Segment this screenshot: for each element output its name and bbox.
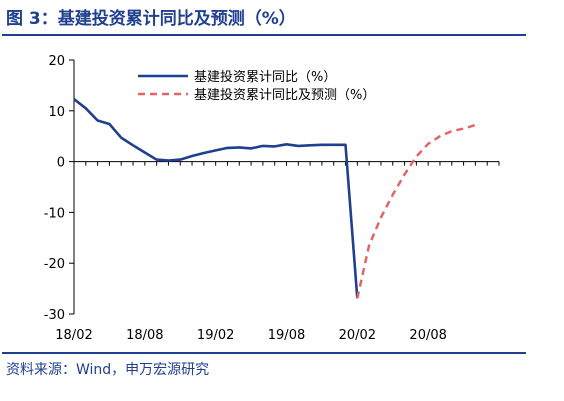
x-tick-label: 20/02 [339, 328, 376, 343]
source-rule [2, 352, 526, 354]
x-tick-label: 18/08 [126, 328, 163, 343]
y-tick-label: 0 [57, 156, 65, 171]
actual-series-line [73, 98, 359, 299]
x-tick-label: 19/08 [268, 328, 305, 343]
legend-label: 基建投资累计同比及预测（%） [194, 87, 375, 103]
forecast-series-line [356, 123, 476, 299]
y-tick-label: 10 [48, 105, 65, 120]
x-tick-label: 18/02 [55, 328, 92, 343]
figure-title: 图 3：基建投资累计同比及预测（%） [6, 9, 296, 29]
y-tick-label: 20 [48, 54, 65, 69]
chart-legend: 基建投资累计同比（%） 基建投资累计同比及预测（%） [138, 69, 375, 103]
y-tick-label: -30 [44, 308, 65, 323]
source-note: 资料来源：Wind，申万宏源研究 [6, 362, 210, 378]
legend-label: 基建投资累计同比（%） [194, 69, 336, 85]
title-rule [2, 34, 526, 36]
x-tick-label: 19/02 [197, 328, 234, 343]
y-tick-label: -20 [44, 257, 65, 272]
x-tick-label: 20/08 [409, 328, 446, 343]
chart-series [73, 98, 476, 299]
y-tick-label: -10 [44, 206, 65, 221]
chart-axes: 20 10 0 -10 -20 -30 18/02 18/08 19/02 19/08 20/02 2… [44, 54, 500, 343]
